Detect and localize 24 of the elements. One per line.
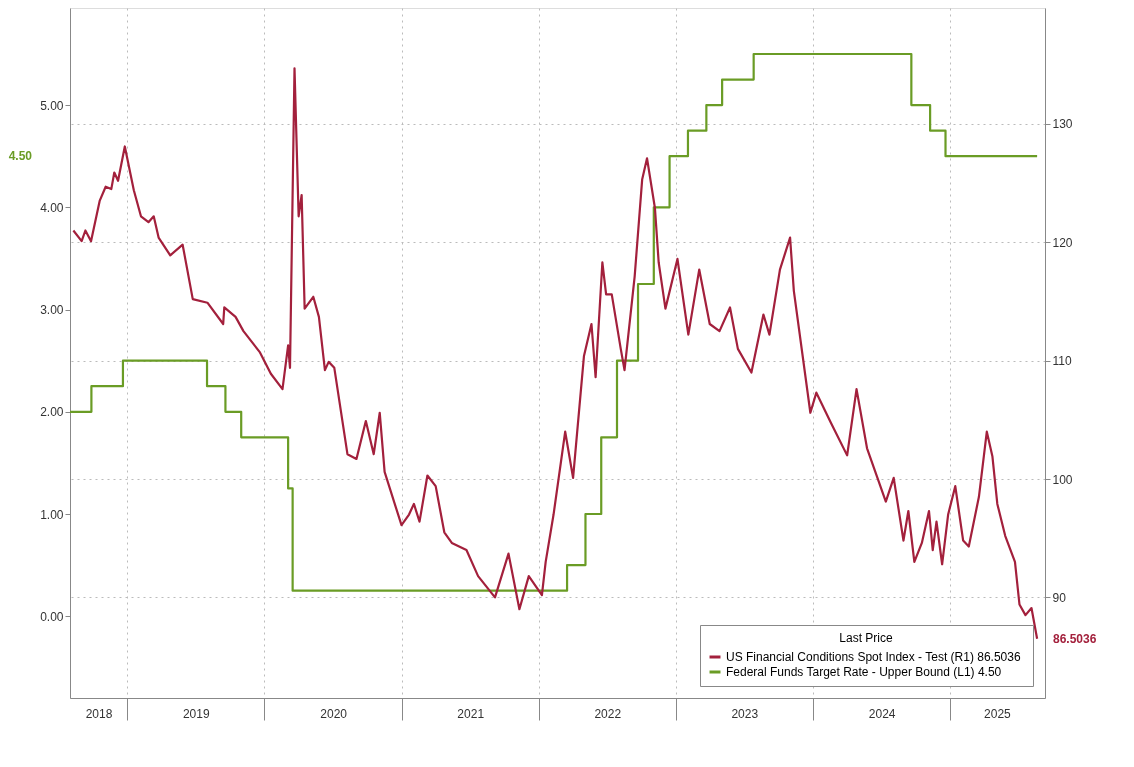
x-tick-label: 2020 [320, 706, 348, 721]
y-tick-label: 5.00 [40, 98, 64, 113]
y-tick-label: 4.00 [40, 200, 64, 215]
y2-tick-label: 110 [1052, 354, 1072, 369]
text: 4.50 [8, 149, 33, 164]
y2-tick-label: 130 [1052, 117, 1073, 132]
y2-tick-label: 100 [1052, 472, 1073, 487]
y-tick-label: 0.00 [40, 609, 64, 624]
x-tick-label: 2019 [182, 706, 210, 721]
y2-tick-label: 120 [1052, 235, 1073, 250]
x-tick-label: 2025 [984, 706, 1012, 721]
legend-label: Federal Funds Target Rate - Upper Bound (L1) 4.50 [726, 665, 1002, 679]
x-tick-label: 2024 [868, 706, 896, 721]
y2-tick-label: 90 [1052, 590, 1067, 605]
y-tick-label: 3.00 [40, 303, 64, 318]
text: 86.5036 [1053, 631, 1097, 646]
x-tick-label: 2018 [85, 706, 113, 721]
legend-title: Last Price [839, 631, 893, 645]
x-tick-label: 2022 [594, 706, 622, 721]
legend-label: US Financial Conditions Spot Index - Test (R1) 86.5036 [726, 650, 1021, 664]
y-tick-label: 2.00 [40, 405, 64, 420]
y-tick-label: 1.00 [40, 507, 64, 522]
x-tick-label: 2023 [731, 706, 759, 721]
x-tick-label: 2021 [457, 706, 485, 721]
